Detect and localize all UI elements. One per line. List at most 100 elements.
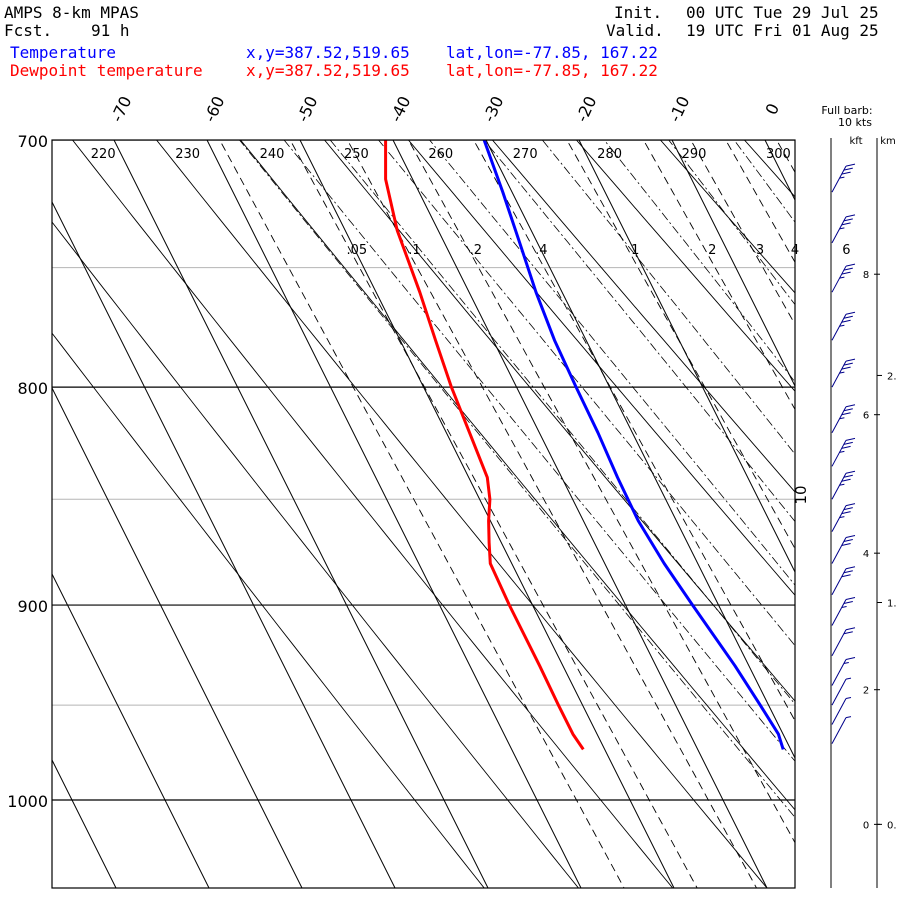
legend-dewpoint-latlon: lat,lon=-77.85, 167.22: [446, 61, 658, 80]
legend-temperature: Temperature: [10, 43, 116, 62]
mixing-ratio-label: .05: [346, 243, 367, 258]
wind-panel: Full barb:10 kts kft km 0 2 4 6 8 0. 1. 2.: [821, 104, 897, 888]
isotherm-line: [858, 140, 900, 888]
wind-barb: [831, 534, 856, 564]
dry-adiabat-line: [491, 140, 795, 493]
wind-km-label: km: [880, 136, 896, 147]
mixing-ratio-label: 3: [756, 243, 764, 258]
wind-barb-flag: [845, 437, 856, 441]
wind-barb-flag: [843, 218, 853, 222]
wind-barb: [831, 214, 856, 244]
km-tick-label: 0.: [887, 820, 897, 831]
model-title: AMPS 8-km MPAS: [4, 3, 139, 22]
wind-barb-flag: [845, 470, 856, 474]
mixing-ratio-line: [690, 140, 795, 326]
wind-barb-staff: [831, 165, 847, 193]
pressure-tick-label: 800: [17, 379, 48, 398]
wind-barb-flag: [843, 315, 853, 319]
wind-barb-flag: [843, 474, 853, 478]
wind-barb-staff: [831, 505, 847, 532]
mixing-ratio-label: .4: [535, 243, 547, 258]
background-lines: [0, 86, 900, 900]
wind-barb-staff: [831, 599, 847, 626]
wind-barb: [831, 627, 856, 656]
theta-label: 280: [597, 147, 622, 162]
theta-label: 220: [91, 147, 116, 162]
mixing-ratio-line: [813, 86, 900, 900]
wind-barb-half-flag: [845, 696, 852, 699]
wind-barb-flag: [845, 503, 856, 507]
wind-barb-half-flag: [839, 371, 845, 374]
mixing-ratio-line: [219, 140, 625, 888]
wind-barb: [831, 596, 856, 626]
wind-barb-flag: [845, 404, 856, 408]
moist-adiabat-line: [668, 140, 795, 306]
wind-barb: [831, 163, 856, 193]
wind-barb: [831, 696, 852, 725]
mixing-ratio-line: [566, 140, 795, 550]
wind-barb-flag: [841, 542, 851, 546]
dry-adiabat-line: [323, 140, 795, 702]
kft-tick-label: 6: [863, 411, 869, 422]
wind-barb-flag: [845, 566, 856, 570]
wind-barb-flag: [841, 574, 851, 578]
dry-adiabat-line: [863, 86, 900, 900]
isotherm-line: [299, 140, 675, 888]
wind-barb-half-flag: [839, 417, 845, 420]
wind-barb-staff: [831, 473, 847, 500]
wind-kft-label: kft: [849, 136, 862, 147]
theta-label: 260: [428, 147, 453, 162]
wind-barb-half-flag: [839, 516, 845, 519]
wind-barb-flag: [841, 319, 851, 323]
wind-barb-flag: [845, 263, 856, 267]
wind-barb-staff: [831, 216, 847, 244]
wind-barb-staff: [831, 440, 847, 467]
mixing-ratio-label: 2: [708, 243, 716, 258]
wind-barb-flag: [841, 412, 851, 416]
wind-barb-flag: [843, 362, 853, 366]
wind-barb-half-flag: [841, 605, 847, 608]
dry-adiabat-line: [52, 332, 485, 888]
wind-barb-flag: [843, 538, 853, 542]
wind-barb-flag: [843, 570, 853, 574]
mixing-ratio-line: [346, 140, 758, 888]
isotherm-line: [52, 200, 396, 888]
temperature-tick-label: -20: [572, 93, 600, 125]
mixing-ratio-line: [289, 140, 698, 888]
moist-adiabat-line: [377, 140, 795, 647]
theta-label: 290: [682, 147, 707, 162]
wind-barb-flag: [845, 358, 856, 362]
wind-barb-staff: [831, 698, 847, 725]
wind-barb: [831, 311, 856, 341]
wind-barb-half-flag: [845, 677, 852, 680]
wind-barb-half-flag: [839, 276, 845, 279]
isotherm-line: [0, 140, 23, 888]
kft-tick-label: 2: [863, 686, 869, 697]
valid-time: 19 UTC Fri 01 Aug 25: [686, 21, 879, 40]
init-label: Init.: [614, 3, 663, 22]
wind-barb-staff: [831, 314, 847, 341]
wind-barb-flag: [841, 366, 851, 370]
wind-barb-half-flag: [839, 227, 845, 230]
pressure-tick-label: 900: [17, 597, 48, 616]
temperature-tick-label: -60: [200, 93, 228, 125]
wind-barb-flag: [845, 163, 856, 167]
wind-header-line1: Full barb:: [821, 104, 872, 117]
wind-barb-flag: [843, 408, 853, 412]
wind-barb-staff: [831, 537, 847, 564]
wind-barb-flag: [845, 534, 856, 538]
isotherm-line: [764, 140, 795, 202]
mixing-ratio-line: [838, 86, 900, 900]
mixing-ratio-label: 6: [842, 243, 850, 258]
moist-adiabat-line: [603, 140, 795, 383]
mixing-ratio-line: [642, 140, 795, 411]
theta-label: 240: [260, 147, 285, 162]
wind-barb-staff: [831, 406, 847, 434]
wind-barb-flag: [845, 657, 856, 660]
theta-label: 250: [344, 147, 369, 162]
wind-barb-staff: [831, 678, 847, 706]
wind-barb-flag: [845, 311, 856, 315]
wind-barb-flag: [843, 167, 853, 171]
wind-barb-flag: [845, 214, 856, 218]
